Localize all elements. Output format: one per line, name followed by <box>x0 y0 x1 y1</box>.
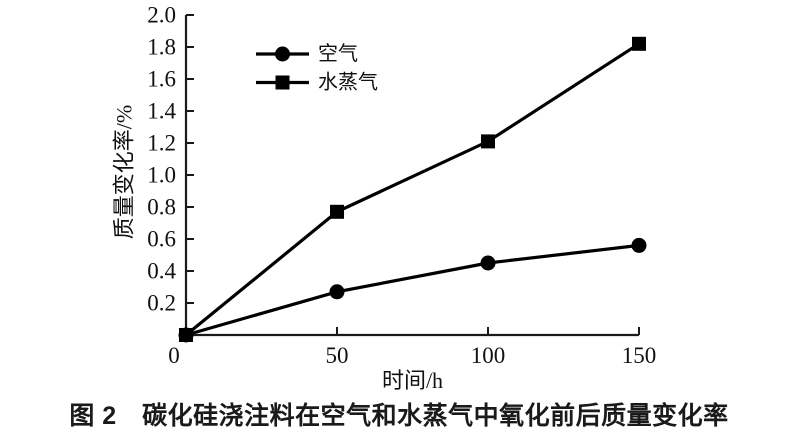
legend-label: 水蒸气 <box>318 71 378 94</box>
legend-entry-air: 空气 <box>256 42 358 65</box>
y-tick-label: 1.8 <box>147 35 176 60</box>
steam-series <box>179 36 646 342</box>
air-marker <box>329 284 345 300</box>
y-tick-label: 0.4 <box>147 259 176 284</box>
air-marker <box>631 237 647 253</box>
y-tick-label: 0.2 <box>147 291 176 316</box>
x-tick-label: 100 <box>471 343 506 368</box>
x-tick-label: 50 <box>326 343 349 368</box>
x-tick-label: 150 <box>622 343 657 368</box>
x-axis-title: 时间/h <box>382 368 443 393</box>
chart-svg: 0.2 0.4 0.6 0.8 1.0 1.2 1.4 1.6 1.8 2.0 0 50 100 150 时… <box>112 3 657 394</box>
y-tick-label: 1.2 <box>147 131 176 156</box>
steam-marker <box>179 328 193 342</box>
y-tick-label: 2.0 <box>147 3 176 28</box>
air-series <box>178 237 647 343</box>
steam-line <box>184 42 640 337</box>
air-line <box>185 243 640 337</box>
y-axis-title: 质量变化率/% <box>112 105 137 239</box>
air-marker <box>275 46 290 62</box>
legend-entry-steam: 水蒸气 <box>256 71 378 94</box>
air-marker <box>480 255 496 271</box>
figure-caption: 图 2 碳化硅浇注料在空气和水蒸气中氧化前后质量变化率 <box>69 402 729 430</box>
y-tick-label: 1.0 <box>147 163 176 188</box>
steam-marker <box>632 36 646 51</box>
steam-marker <box>275 75 290 90</box>
legend-label: 空气 <box>318 42 358 65</box>
y-tick-label: 0.8 <box>147 195 176 220</box>
steam-marker <box>330 204 344 219</box>
steam-marker <box>481 134 495 149</box>
y-tick-label: 1.6 <box>147 67 176 92</box>
y-tick-label: 1.4 <box>147 99 176 124</box>
x-tick-label: 0 <box>168 343 180 368</box>
y-tick-label: 0.6 <box>147 227 176 252</box>
